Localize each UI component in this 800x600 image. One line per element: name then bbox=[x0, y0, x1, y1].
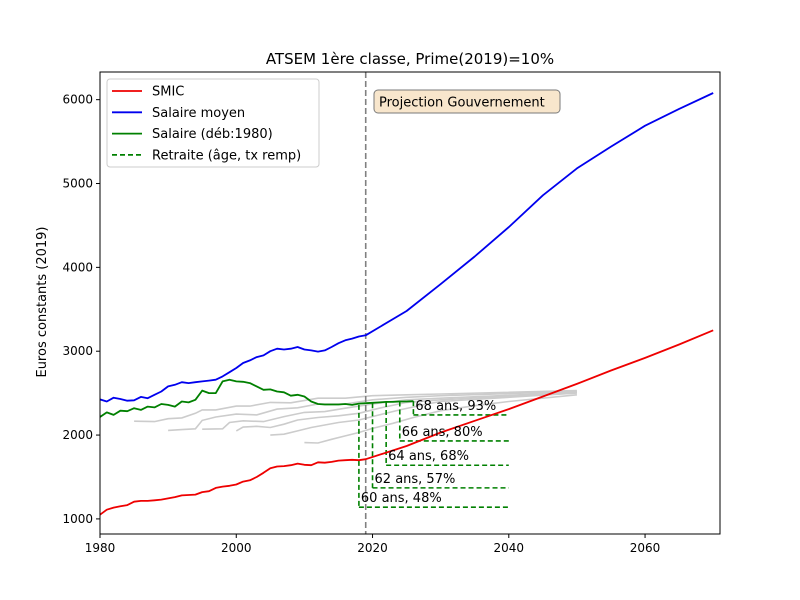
y-tick-label: 2000 bbox=[62, 428, 93, 442]
background-curve-4 bbox=[270, 392, 577, 436]
y-tick-label: 1000 bbox=[62, 512, 93, 526]
series-line-1 bbox=[100, 92, 714, 403]
legend-label-3: Retraite (âge, tx remp) bbox=[152, 148, 301, 163]
retirement-label-64: 64 ans, 68% bbox=[388, 449, 469, 464]
y-axis-label: Euros constants (2019) bbox=[35, 226, 50, 377]
series-line-2 bbox=[100, 378, 414, 418]
legend-label-1: Salaire moyen bbox=[152, 106, 245, 121]
plot-frame bbox=[99, 71, 721, 535]
y-tick-label: 6000 bbox=[62, 93, 93, 107]
background-curve-0 bbox=[134, 389, 577, 423]
projection-label: Projection Gouvernement bbox=[379, 96, 545, 111]
retirement-label-62: 62 ans, 57% bbox=[375, 472, 456, 487]
legend-label-2: Salaire (déb:1980) bbox=[152, 127, 273, 142]
legend-box bbox=[106, 78, 320, 168]
retirement-label-60: 60 ans, 48% bbox=[361, 491, 442, 506]
x-tick-label: 2020 bbox=[357, 541, 388, 555]
x-tick-label: 1980 bbox=[85, 541, 116, 555]
x-tick-label: 2060 bbox=[630, 541, 661, 555]
axes: 1980 2000 2020 2040 2060 1000 2000 3000 4000 5000… bbox=[62, 71, 721, 555]
series-line-0 bbox=[100, 329, 714, 516]
annotations: Projection Gouvernement bbox=[373, 89, 561, 114]
chart-title: ATSEM 1ère classe, Prime(2019)=10% bbox=[266, 50, 554, 68]
legend: SMIC Salaire moyen Salaire (déb:1980) Retra… bbox=[106, 78, 320, 168]
x-tick-label: 2000 bbox=[221, 541, 252, 555]
y-tick-label: 5000 bbox=[62, 177, 93, 191]
legend-label-0: SMIC bbox=[152, 85, 184, 100]
x-tick-label: 2040 bbox=[494, 541, 525, 555]
projection-label-box bbox=[373, 89, 561, 114]
background-curve-1 bbox=[168, 390, 577, 432]
y-tick-label: 4000 bbox=[62, 260, 93, 274]
background-curve-2 bbox=[202, 391, 577, 430]
retirement-label-68: 68 ans, 93% bbox=[415, 399, 496, 414]
background-curve-5 bbox=[304, 394, 577, 444]
retirement-label-66: 66 ans, 80% bbox=[402, 425, 483, 440]
y-tick-label: 3000 bbox=[62, 344, 93, 358]
